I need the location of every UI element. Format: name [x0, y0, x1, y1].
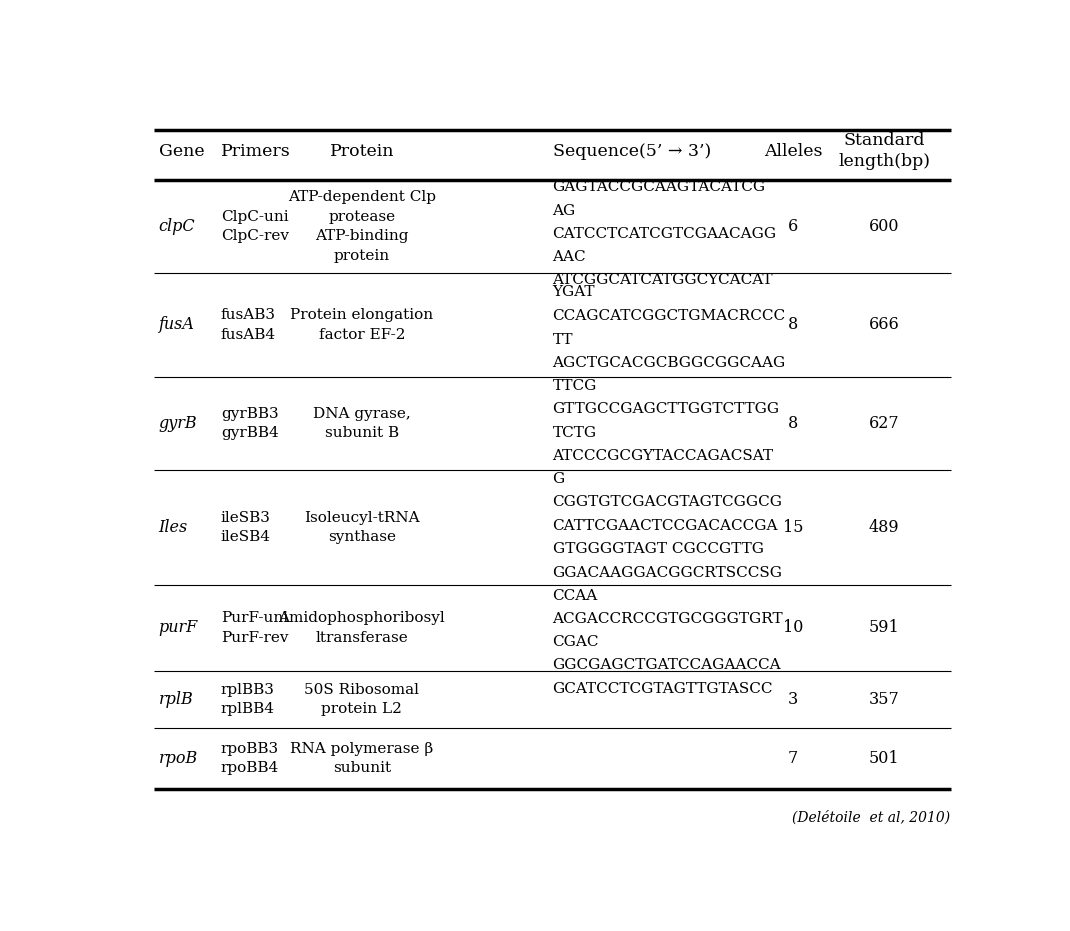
- Text: GGCGAGCTGATCCAGAACCA: GGCGAGCTGATCCAGAACCA: [552, 658, 781, 672]
- Text: 6: 6: [788, 218, 798, 235]
- Text: 3: 3: [788, 691, 798, 708]
- Text: YGAT: YGAT: [552, 286, 595, 300]
- Text: 489: 489: [869, 519, 900, 536]
- Text: Iles: Iles: [158, 519, 188, 536]
- Text: GCATCCTCGTAGTTGTASCC: GCATCCTCGTAGTTGTASCC: [552, 681, 773, 695]
- Text: Gene: Gene: [158, 142, 204, 159]
- Text: 600: 600: [869, 218, 900, 235]
- Text: rpoB: rpoB: [158, 750, 198, 767]
- Text: Amidophosphoribosyl
ltransferase: Amidophosphoribosyl ltransferase: [278, 611, 445, 644]
- Text: 10: 10: [783, 619, 804, 637]
- Text: 8: 8: [788, 415, 798, 432]
- Text: 7: 7: [788, 750, 798, 767]
- Text: PurF-uni
PurF-rev: PurF-uni PurF-rev: [220, 611, 288, 644]
- Text: TCTG: TCTG: [552, 425, 597, 439]
- Text: CGGTGTCGACGTAGTCGGCG: CGGTGTCGACGTAGTCGGCG: [552, 495, 782, 509]
- Text: gyrBB3
gyrBB4: gyrBB3 gyrBB4: [220, 407, 278, 440]
- Text: rplBB3
rplBB4: rplBB3 rplBB4: [220, 682, 275, 716]
- Text: fusA: fusA: [158, 317, 195, 333]
- Text: TT: TT: [552, 332, 574, 346]
- Text: RNA polymerase β
subunit: RNA polymerase β subunit: [290, 742, 433, 776]
- Text: GTTGCCGAGCTTGGTCTTGG: GTTGCCGAGCTTGGTCTTGG: [552, 402, 780, 416]
- Text: Sequence(5’ → 3’): Sequence(5’ → 3’): [552, 142, 710, 159]
- Text: CATCCTCATCGTCGAACAGG: CATCCTCATCGTCGAACAGG: [552, 226, 777, 240]
- Text: TTCG: TTCG: [552, 379, 597, 393]
- Text: ATP-dependent Clp
protease
ATP-binding
protein: ATP-dependent Clp protease ATP-binding p…: [288, 190, 435, 263]
- Text: ACGACCRCCGTGCGGGTGRT: ACGACCRCCGTGCGGGTGRT: [552, 613, 783, 627]
- Text: rpoBB3
rpoBB4: rpoBB3 rpoBB4: [220, 742, 279, 776]
- Text: 15: 15: [783, 519, 804, 536]
- Text: Protein elongation
factor EF-2: Protein elongation factor EF-2: [290, 308, 433, 342]
- Text: rplB: rplB: [158, 691, 194, 708]
- Text: GAGTACCGCAAGTACATCG: GAGTACCGCAAGTACATCG: [552, 180, 766, 194]
- Text: ATCGGCATCATGGCYCACAT: ATCGGCATCATGGCYCACAT: [552, 273, 773, 287]
- Text: G: G: [552, 472, 565, 487]
- Text: AG: AG: [552, 204, 576, 218]
- Text: Protein: Protein: [330, 142, 394, 159]
- Text: clpC: clpC: [158, 218, 195, 235]
- Text: CCAA: CCAA: [552, 588, 598, 602]
- Text: fusAB3
fusAB4: fusAB3 fusAB4: [220, 308, 276, 342]
- Text: Isoleucyl-tRNA
synthase: Isoleucyl-tRNA synthase: [304, 511, 419, 545]
- Text: ATCCCGCGYTACCAGACSAT: ATCCCGCGYTACCAGACSAT: [552, 449, 774, 463]
- Text: AGCTGCACGCBGGCGGCAAG: AGCTGCACGCBGGCGGCAAG: [552, 356, 785, 370]
- Text: AAC: AAC: [552, 250, 586, 263]
- Text: Alleles: Alleles: [764, 142, 822, 159]
- Text: 591: 591: [869, 619, 900, 637]
- Text: GGACAAGGACGGCRTSCCSG: GGACAAGGACGGCRTSCCSG: [552, 566, 782, 580]
- Text: (Delétoile  et al, 2010): (Delétoile et al, 2010): [793, 811, 950, 825]
- Text: ileSB3
ileSB4: ileSB3 ileSB4: [220, 511, 271, 545]
- Text: 50S Ribosomal
protein L2: 50S Ribosomal protein L2: [304, 682, 419, 716]
- Text: Primers: Primers: [220, 142, 291, 159]
- Text: DNA gyrase,
subunit B: DNA gyrase, subunit B: [312, 407, 411, 440]
- Text: 666: 666: [869, 317, 900, 333]
- Text: GTGGGGTAGT CGCCGTTG: GTGGGGTAGT CGCCGTTG: [552, 542, 764, 556]
- Text: 501: 501: [869, 750, 900, 767]
- Text: purF: purF: [158, 619, 198, 637]
- Text: ClpC-uni
ClpC-rev: ClpC-uni ClpC-rev: [220, 209, 289, 243]
- Text: CCAGCATCGGCTGMACRCCC: CCAGCATCGGCTGMACRCCC: [552, 309, 785, 323]
- Text: 627: 627: [869, 415, 900, 432]
- Text: CATTCGAACTCCGACACCGA: CATTCGAACTCCGACACCGA: [552, 519, 778, 533]
- Text: 357: 357: [869, 691, 900, 708]
- Text: CGAC: CGAC: [552, 635, 599, 649]
- Text: 8: 8: [788, 317, 798, 333]
- Text: Standard
length(bp): Standard length(bp): [838, 132, 930, 170]
- Text: gyrB: gyrB: [158, 415, 197, 432]
